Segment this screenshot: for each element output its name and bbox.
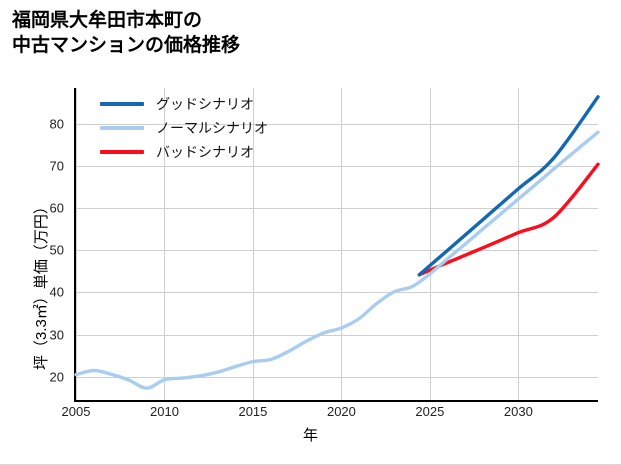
series-line bbox=[74, 130, 600, 390]
gridline-horizontal bbox=[76, 250, 598, 251]
y-tick-label: 40 bbox=[49, 284, 64, 300]
gridline-vertical bbox=[164, 88, 165, 400]
series-line bbox=[417, 162, 600, 277]
plot-area bbox=[74, 88, 600, 402]
page-title: 福岡県大牟田市本町の 中古マンションの価格推移 bbox=[12, 10, 241, 56]
x-tick-label: 2025 bbox=[415, 404, 445, 419]
gridline-horizontal bbox=[76, 166, 598, 167]
x-tick-label: 2020 bbox=[326, 404, 356, 419]
legend-label: グッドシナリオ bbox=[156, 96, 254, 112]
y-tick-label: 50 bbox=[49, 242, 64, 258]
gridline-horizontal bbox=[76, 124, 598, 125]
y-axis-spine bbox=[74, 88, 76, 400]
x-tick-label: 2030 bbox=[503, 404, 533, 419]
y-tick-label: 30 bbox=[49, 327, 64, 343]
y-tick-label: 20 bbox=[49, 369, 64, 385]
gridline-vertical bbox=[253, 88, 254, 400]
legend-color-swatch bbox=[100, 126, 144, 130]
gridline-vertical bbox=[430, 88, 431, 400]
legend-item[interactable]: バッドシナリオ bbox=[100, 140, 268, 164]
gridline-vertical bbox=[518, 88, 519, 400]
series-line bbox=[417, 95, 600, 277]
gridline-horizontal bbox=[76, 208, 598, 209]
gridline-horizontal bbox=[76, 377, 598, 378]
legend-color-swatch bbox=[100, 102, 144, 106]
gridline-vertical bbox=[341, 88, 342, 400]
legend: グッドシナリオ ノーマルシナリオ バッドシナリオ bbox=[100, 92, 268, 164]
x-tick-label: 2015 bbox=[238, 404, 268, 419]
gridline-horizontal bbox=[76, 335, 598, 336]
gridline-vertical bbox=[76, 88, 77, 400]
y-tick-label: 60 bbox=[49, 200, 64, 216]
legend-color-swatch bbox=[100, 150, 144, 154]
y-axis-label: 坪（3.3㎡）単価（万円） bbox=[33, 199, 50, 370]
legend-label: バッドシナリオ bbox=[156, 144, 254, 160]
y-axis-ticks: 20 30 40 50 60 70 80 bbox=[0, 88, 70, 400]
gridline-horizontal bbox=[76, 292, 598, 293]
x-axis-label: 年 bbox=[302, 427, 318, 444]
legend-label: ノーマルシナリオ bbox=[156, 120, 268, 136]
series-lines bbox=[74, 95, 600, 390]
x-axis-spine bbox=[74, 400, 598, 402]
legend-item[interactable]: ノーマルシナリオ bbox=[100, 116, 268, 140]
x-tick-label: 2010 bbox=[150, 404, 179, 419]
plot-background bbox=[76, 88, 598, 400]
y-tick-label: 70 bbox=[49, 158, 64, 174]
y-tick-label: 80 bbox=[49, 116, 64, 132]
y-axis-label-wrapper: 坪（3.3㎡）単価（万円） bbox=[18, 120, 50, 380]
x-tick-label: 2005 bbox=[61, 404, 91, 419]
legend-item[interactable]: グッドシナリオ bbox=[100, 92, 268, 116]
